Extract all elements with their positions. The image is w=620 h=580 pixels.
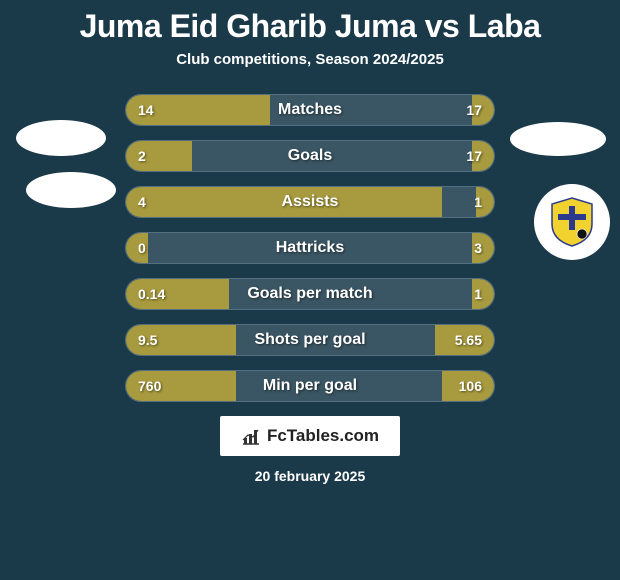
stat-label: Shots per goal: [126, 325, 494, 355]
stat-label: Min per goal: [126, 371, 494, 401]
club-badge-right: [534, 184, 610, 260]
stat-label: Goals per match: [126, 279, 494, 309]
player-left-avatar-1: [16, 120, 106, 156]
player-left-avatar-2: [26, 172, 116, 208]
stat-row: 9.55.65Shots per goal: [125, 324, 495, 356]
stat-row: 760106Min per goal: [125, 370, 495, 402]
player-right-avatar: [510, 122, 606, 156]
footer-logo: FcTables.com: [220, 416, 400, 456]
stat-row: 217Goals: [125, 140, 495, 172]
stat-row: 03Hattricks: [125, 232, 495, 264]
shield-icon: [548, 196, 596, 248]
stat-label: Goals: [126, 141, 494, 171]
stat-row: 0.141Goals per match: [125, 278, 495, 310]
date-text: 20 february 2025: [0, 468, 620, 484]
stat-row: 1417Matches: [125, 94, 495, 126]
page-title: Juma Eid Gharib Juma vs Laba: [0, 0, 620, 45]
subtitle: Club competitions, Season 2024/2025: [0, 51, 620, 68]
stat-label: Assists: [126, 187, 494, 217]
stat-row: 41Assists: [125, 186, 495, 218]
stats-bars: 1417Matches 217Goals 41Assists 03Hattricks 0…: [125, 94, 495, 402]
stat-label: Matches: [126, 95, 494, 125]
stat-label: Hattricks: [126, 233, 494, 263]
footer-brand: FcTables.com: [267, 426, 379, 446]
chart-icon: [241, 426, 261, 446]
